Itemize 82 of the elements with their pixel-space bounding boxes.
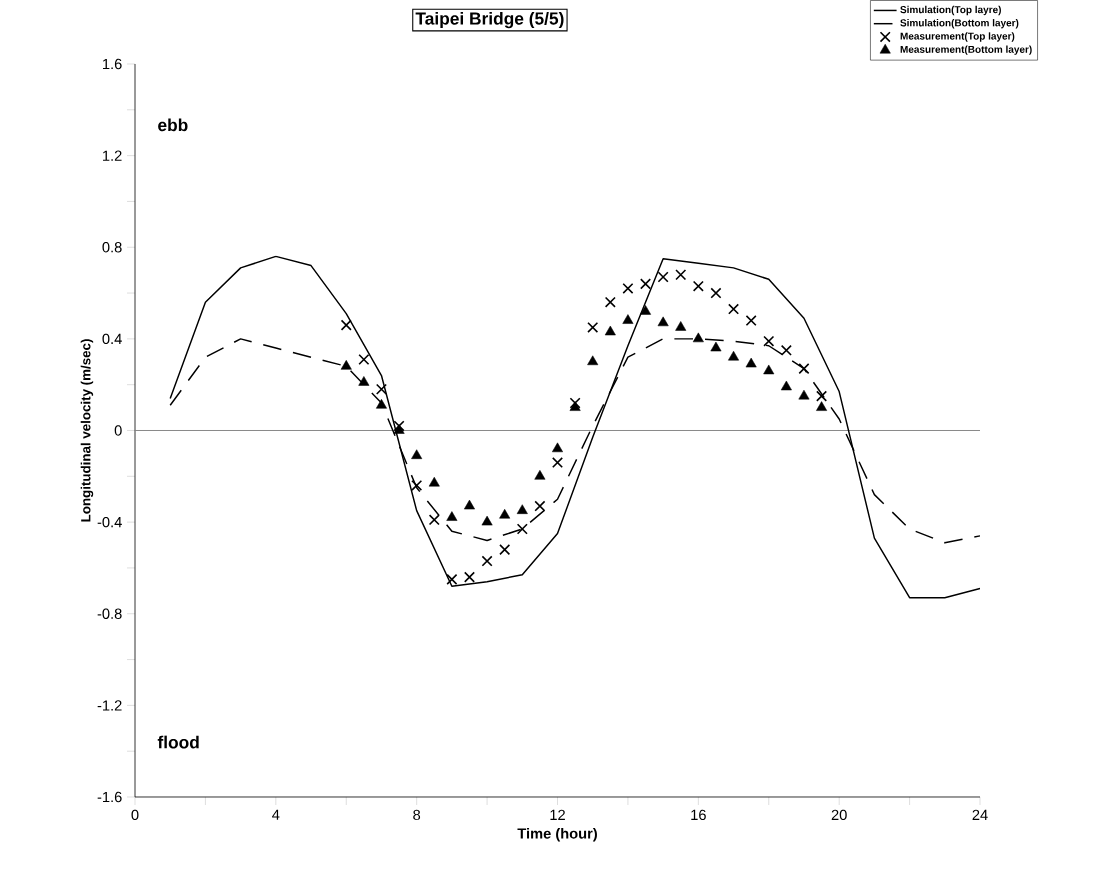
x-tick-label: 4 [272,809,280,820]
point [728,303,740,315]
point [481,515,493,526]
point [376,399,387,409]
point [622,282,634,294]
point [675,269,687,281]
point [516,504,528,514]
point [710,287,722,299]
x-tick-label: 20 [831,809,847,821]
x-tick-label: 12 [550,809,565,820]
point [481,555,493,567]
point [816,401,828,411]
point [358,353,370,365]
point [411,449,423,459]
point [499,544,511,556]
point [675,321,687,331]
y-tick-label: 0.8 [102,242,122,253]
point [446,511,458,521]
point [640,305,651,315]
y-tick-label: 1.2 [103,150,122,161]
y-tick-label: -0.8 [97,608,122,619]
point [657,271,669,283]
point [816,390,828,402]
y-tick-label: 1.6 [103,58,122,70]
point [763,335,775,347]
point [745,357,757,368]
point [587,321,599,333]
point [692,280,704,292]
point [534,500,546,512]
x-tick-label: 16 [691,809,706,821]
point [640,278,652,290]
legend-label: Measurement(Bottom layer) [900,45,1032,55]
legend-label: Simulation(Bottom layer) [900,19,1019,29]
point [463,571,475,583]
point [780,344,792,356]
annotation: ebb [158,118,188,132]
legend-label: Measurement(Top layer) [900,32,1015,42]
point [728,350,740,361]
x-tick-label: 0 [131,809,139,821]
point [358,376,370,386]
x-tick-label: 24 [972,809,988,820]
y-tick-label: 0 [114,425,122,436]
legend-label: Simulation(Top layre) [900,5,1001,16]
y-tick-label: -0.4 [97,516,122,528]
annotation: flood [157,735,199,749]
point [340,319,352,331]
point [604,296,616,308]
point [763,364,775,375]
point [622,314,634,324]
point [798,363,810,375]
x-axis-title: Time (hour) [517,827,597,842]
line-series [169,255,981,599]
point [464,499,475,510]
point [375,383,387,395]
point [569,397,581,409]
y-tick-label: -1.2 [97,700,122,711]
point [428,514,440,526]
point [428,476,440,487]
point [657,316,669,327]
y-tick-label: 0.4 [102,333,122,345]
point [411,479,423,491]
x-tick-label: 8 [413,809,421,821]
point [552,442,563,453]
point [551,457,564,469]
point [393,424,405,434]
point [516,523,528,535]
y-axis-title: Longitudinal velocity (m/sec) [80,339,94,522]
point [499,508,511,519]
chart-title: Taipei Bridge (5/5) [415,11,564,29]
point [692,332,704,343]
point [340,360,352,370]
y-tick-label: -1.6 [97,791,122,803]
point [745,315,757,327]
point [780,380,792,391]
point [604,325,616,336]
point [534,470,546,480]
point [798,389,810,400]
point [587,355,599,366]
point [710,341,722,352]
point [446,573,458,585]
point [393,420,405,432]
point [569,401,581,411]
